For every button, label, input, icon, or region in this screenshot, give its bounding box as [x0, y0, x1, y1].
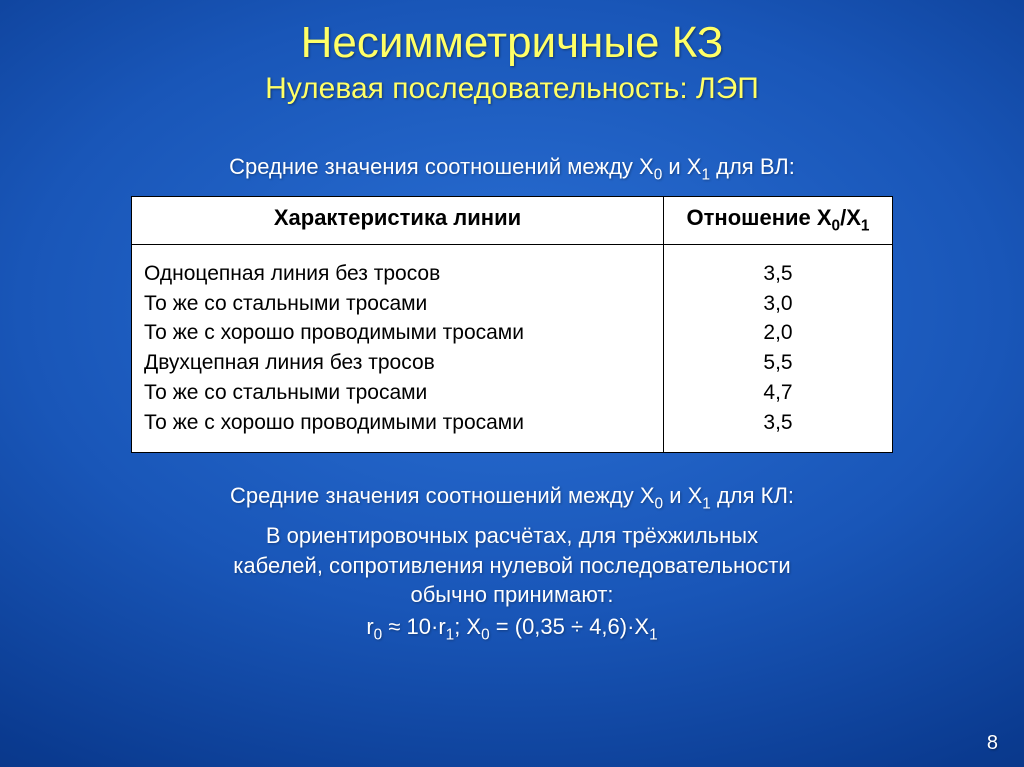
- caption-vl-text-post: для ВЛ:: [710, 154, 795, 179]
- subscript-zero: 0: [654, 166, 663, 183]
- table-body: Одноцепная линия без тросов То же со ста…: [132, 245, 892, 452]
- page-number: 8: [987, 732, 998, 755]
- header-ratio-pre: Отношение X: [687, 205, 832, 230]
- slide-title: Несимметричные КЗ: [0, 18, 1024, 68]
- header-ratio-mid: /X: [840, 205, 861, 230]
- formula-line: r0 ≈ 10·r1; X0 = (0,35 ÷ 4,6)·X1: [0, 614, 1024, 644]
- table-row-value: 5,5: [668, 348, 888, 378]
- table-labels-column: Одноцепная линия без тросов То же со ста…: [132, 245, 664, 452]
- caption-kl-text-pre: Средние значения соотношений между X: [230, 483, 655, 508]
- table-row-label: Двухцепная линия без тросов: [144, 348, 651, 378]
- table-row-label: То же со стальными тросами: [144, 289, 651, 319]
- subscript-zero: 0: [655, 495, 664, 512]
- table-row-label: Одноцепная линия без тросов: [144, 259, 651, 289]
- subscript-zero: 0: [481, 627, 490, 644]
- body-line: кабелей, сопротивления нулевой последова…: [132, 551, 892, 581]
- subscript-one: 1: [861, 218, 870, 235]
- caption-kl: Средние значения соотношений между X0 и …: [0, 483, 1024, 513]
- ratio-table: Характеристика линии Отношение X0/X1 Одн…: [131, 196, 893, 452]
- subscript-one: 1: [701, 166, 710, 183]
- formula-x-expr: = (0,35 ÷ 4,6)·X: [490, 614, 649, 639]
- caption-vl-text-mid: и X: [662, 154, 701, 179]
- table-row-label: То же с хорошо проводимыми тросами: [144, 408, 651, 438]
- caption-kl-text-mid: и X: [663, 483, 702, 508]
- subscript-one: 1: [446, 627, 455, 644]
- table-row-value: 3,5: [668, 408, 888, 438]
- formula-sep: ; X: [454, 614, 481, 639]
- subscript-one: 1: [649, 627, 658, 644]
- slide-subtitle: Нулевая последовательность: ЛЭП: [0, 72, 1024, 106]
- table-row-value: 4,7: [668, 378, 888, 408]
- table-header-characteristic: Характеристика линии: [132, 197, 664, 243]
- table-values-column: 3,5 3,0 2,0 5,5 4,7 3,5: [664, 245, 892, 452]
- table-row-label: То же с хорошо проводимыми тросами: [144, 318, 651, 348]
- title-block: Несимметричные КЗ Нулевая последовательн…: [0, 0, 1024, 106]
- subscript-zero: 0: [374, 627, 383, 644]
- formula-r-pre: r: [366, 614, 373, 639]
- table-row-value: 3,0: [668, 289, 888, 319]
- caption-kl-text-post: для КЛ:: [711, 483, 794, 508]
- caption-vl: Средние значения соотношений между X0 и …: [0, 154, 1024, 184]
- body-line: В ориентировочных расчётах, для трёхжиль…: [132, 521, 892, 551]
- table-header-row: Характеристика линии Отношение X0/X1: [132, 197, 892, 244]
- table-row-value: 2,0: [668, 318, 888, 348]
- table-row-label: То же со стальными тросами: [144, 378, 651, 408]
- subscript-zero: 0: [832, 218, 841, 235]
- body-paragraph: В ориентировочных расчётах, для трёхжиль…: [132, 521, 892, 610]
- subscript-one: 1: [702, 495, 711, 512]
- caption-vl-text-pre: Средние значения соотношений между X: [229, 154, 654, 179]
- formula-r-approx: ≈ 10·r: [382, 614, 445, 639]
- body-line: обычно принимают:: [132, 580, 892, 610]
- table-row-value: 3,5: [668, 259, 888, 289]
- table-header-ratio: Отношение X0/X1: [664, 197, 892, 243]
- slide: Несимметричные КЗ Нулевая последовательн…: [0, 0, 1024, 767]
